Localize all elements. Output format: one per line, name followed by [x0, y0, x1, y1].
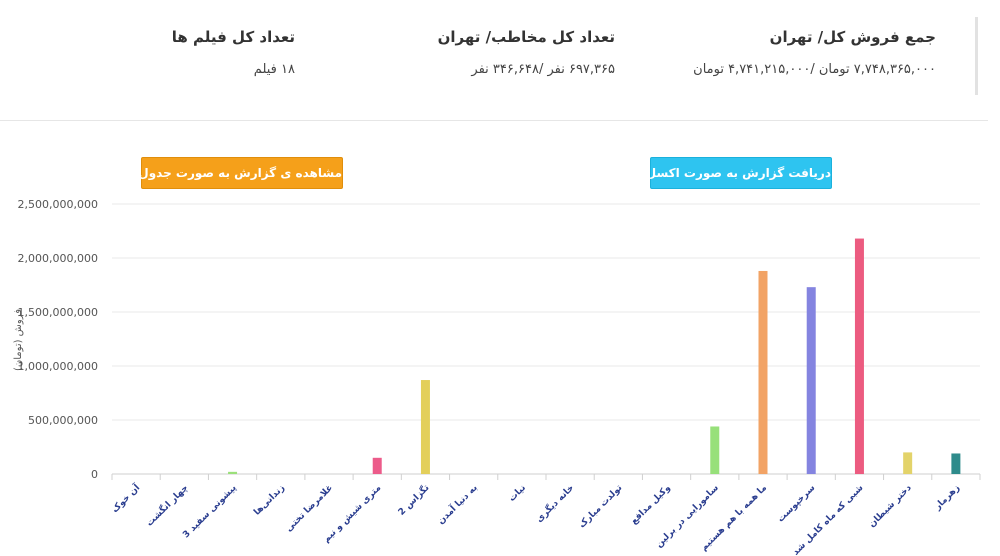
x-tick-label: پیشونی سفید 3: [181, 483, 238, 540]
chart-bars: [228, 238, 961, 474]
films-total-value: ۱۸ فیلم: [253, 62, 295, 77]
x-tick-label: دختر شیطان: [867, 483, 914, 530]
x-tick-label: زندانی‌ها: [252, 483, 287, 518]
sales-total-value: ۷,۷۴۸,۳۶۵,۰۰۰ تومان /۴,۷۴۱,۲۱۵,۰۰۰ تومان: [693, 62, 936, 77]
chart-gridlines: [111, 203, 981, 480]
x-tick-label: آن خوک: [109, 481, 143, 515]
bar[interactable]: [710, 426, 720, 474]
x-tick-label: تولدت مبارک: [577, 483, 624, 530]
y-tick-label: 500,000,000: [28, 414, 98, 427]
y-axis-ticks: 0 500,000,000 1,000,000,000 1,500,000,000 2,…: [18, 198, 98, 481]
bar[interactable]: [903, 452, 913, 474]
y-tick-label: 2,000,000,000: [18, 252, 98, 265]
bar[interactable]: [806, 287, 816, 474]
stats-divider: [975, 17, 978, 95]
x-tick-label: به دنیا آمدن: [435, 482, 480, 527]
x-tick-label: غلامرضا تختی: [284, 483, 335, 534]
download-excel-button[interactable]: دریافت گزارش به صورت اکسل: [646, 157, 832, 189]
bar[interactable]: [951, 453, 961, 474]
bar[interactable]: [854, 238, 864, 474]
bar[interactable]: [758, 270, 768, 474]
y-tick-label: 0: [91, 468, 98, 481]
films-total-title: تعداد کل فیلم ها: [171, 28, 295, 46]
view-table-report-button[interactable]: مشاهده ی گزارش به صورت جدول: [138, 157, 343, 189]
x-tick-label: خانه دیگری: [533, 482, 576, 525]
bar[interactable]: [228, 471, 238, 474]
y-tick-label: 1,500,000,000: [18, 306, 98, 319]
stats-panel: جمع فروش کل/ تهران ۷,۷۴۸,۳۶۵,۰۰۰ تومان /…: [0, 0, 988, 121]
y-tick-label: 1,000,000,000: [18, 360, 98, 373]
x-tick-label: نیات: [507, 483, 528, 504]
x-tick-label: چهار انگشت: [143, 482, 190, 529]
y-tick-label: 2,500,000,000: [18, 198, 98, 211]
x-tick-label: وکیل مدافع: [629, 483, 673, 527]
x-tick-label: سرخپوست: [776, 483, 818, 525]
bar[interactable]: [372, 457, 382, 474]
y-axis-label: فروش (تومان): [13, 309, 24, 371]
x-tick-label: تگزاس 2: [395, 482, 431, 518]
x-tick-label: زهرمار: [932, 483, 962, 513]
audience-total-title: تعداد کل مخاطب/ تهران: [437, 28, 615, 46]
audience-total-value: ۶۹۷,۳۶۵ نفر /۳۴۶,۶۴۸ نفر: [471, 62, 615, 77]
sales-total-title: جمع فروش کل/ تهران: [769, 28, 936, 46]
bar[interactable]: [420, 380, 430, 474]
